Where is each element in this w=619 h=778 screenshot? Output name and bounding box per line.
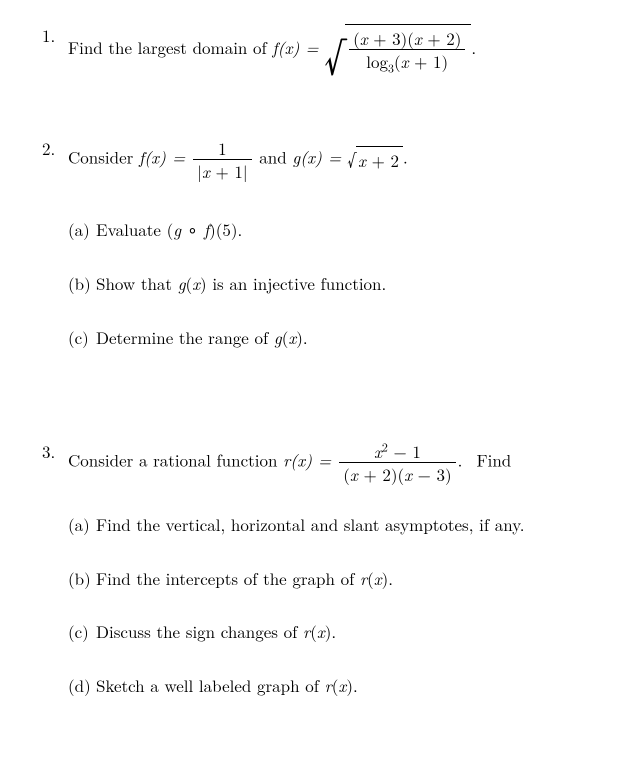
subpart-b: (b) Show that g(x) is an injective funct… [68,272,599,296]
radical-icon: √ [324,33,345,73]
denominator: (x + 2)(x − 3) [339,463,455,485]
problem-3: 3. Consider a rational function r(x) = x… [42,440,599,698]
problem-body: Consider a rational function r(x) = x2 −… [68,440,599,698]
sqrt-expr: √ (x + 3)(x + 2) log3(x + 1) [324,24,471,77]
sub-body: Find the vertical, horizontal and slant … [96,513,524,537]
fraction: (x + 3)(x + 2) log3(x + 1) [349,27,465,77]
problem-1: 1. Find the largest domain of f(x) = √ (… [42,24,599,77]
fraction-r: x2 − 1 (x + 2)(x − 3) [339,440,455,485]
trailing: . [471,35,476,59]
math-g: g(x) = [292,144,347,168]
numerator: x2 − 1 [339,440,455,463]
text: Consider [68,144,139,168]
sub-label: (b) [68,567,96,591]
sub-body: Determine the range of g(x). [96,326,308,350]
sub-body: Evaluate (g ∘ f)(5). [96,218,242,242]
trailing-dot: . [458,447,468,471]
problem-body: Find the largest domain of f(x) = √ (x +… [68,24,599,77]
numerator: (x + 3)(x + 2) [349,27,465,50]
sub-label: (d) [68,674,96,698]
subpart-c: (c) Determine the range of g(x). [68,326,599,350]
sub-label: (c) [68,326,96,350]
sub-body: Discuss the sign changes of r(x). [96,620,336,644]
trailing: Find [477,447,512,471]
denominator: |x + 1| [193,160,251,182]
problem-number: 2. [42,137,64,161]
sub-label: (a) [68,218,96,242]
problem-2: 2. Consider f(x) = 1 |x + 1| and g(x) = … [42,137,599,380]
sub-label: (c) [68,620,96,644]
subpart-d: (d) Sketch a well labeled graph of r(x). [68,674,599,698]
sub-label: (a) [68,513,96,537]
sub-body: Find the intercepts of the graph of r(x)… [96,567,393,591]
fraction-f: 1 |x + 1| [193,137,251,182]
subparts: (a) Evaluate (g ∘ f)(5). (b) Show that g… [68,218,599,349]
subpart-a: (a) Find the vertical, horizontal and sl… [68,513,599,537]
math-f: f(x) = [139,144,191,168]
trailing: . [403,144,408,168]
text: Find the largest domain of [68,35,272,59]
problem-number: 1. [42,24,64,48]
problem-body: Consider f(x) = 1 |x + 1| and g(x) = √ x… [68,137,599,380]
sub-label: (b) [68,272,96,296]
subpart-a: (a) Evaluate (g ∘ f)(5). [68,218,599,242]
problem-number: 3. [42,440,64,464]
subparts: (a) Find the vertical, horizontal and sl… [68,513,599,698]
math-fx: f(x) = [272,35,318,59]
numerator: 1 [193,137,251,160]
sqrt-g: √ x + 2 [347,146,403,173]
sub-body: Sketch a well labeled graph of r(x). [96,674,358,698]
radical-icon: √ [347,150,356,169]
subpart-b: (b) Find the intercepts of the graph of … [68,567,599,591]
page: 1. Find the largest domain of f(x) = √ (… [0,0,619,718]
sub-body: Show that g(x) is an injective function. [96,272,386,296]
mid-text: and [259,144,292,168]
subpart-c: (c) Discuss the sign changes of r(x). [68,620,599,644]
denominator: log3(x + 1) [349,50,465,77]
text: Consider a rational function [68,447,283,471]
math-r: r(x) = [283,447,337,471]
